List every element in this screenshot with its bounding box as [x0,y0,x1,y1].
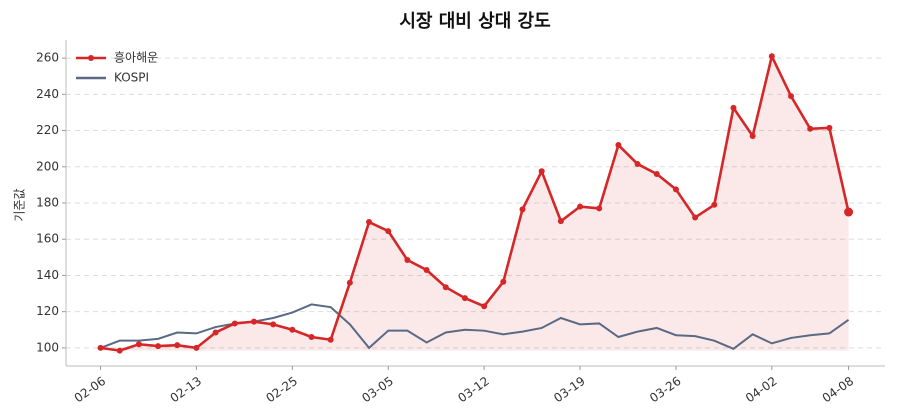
point [308,334,315,341]
point [692,214,699,221]
point [442,284,449,291]
x-tick-label: 03-12 [455,374,492,405]
point [461,295,468,302]
y-tick-label: 100 [36,340,59,354]
y-tick-label: 120 [36,304,59,318]
point [289,326,296,333]
x-tick-label: 04-08 [820,374,857,405]
legend-label: KOSPI [114,71,149,85]
y-tick-label: 220 [36,123,59,137]
y-tick-label: 160 [36,232,59,246]
point [135,341,142,348]
point [634,161,641,168]
y-tick-label: 200 [36,159,59,173]
point [385,228,392,235]
point [577,203,584,210]
x-tick-label: 02-06 [72,374,109,405]
point [768,53,775,60]
point [826,124,833,131]
point [653,171,660,178]
point [366,219,373,226]
x-tick-label: 02-13 [168,374,205,405]
point [212,329,219,336]
line [100,303,850,350]
point [807,125,814,132]
point [481,303,488,310]
point [97,344,104,351]
point [270,321,277,328]
point [174,342,181,349]
point [557,218,564,225]
point [250,318,257,325]
y-tick-label: 180 [36,196,59,210]
point [155,343,162,350]
point [615,142,622,149]
point [519,206,526,213]
point [749,132,756,139]
y-axis-label: 기준값 [13,188,27,221]
x-tick-label: 03-19 [551,374,588,405]
point [538,168,545,175]
point [730,104,737,111]
legend-marker [88,55,94,61]
chart-title: 시장 대비 상대 강도 [399,11,550,32]
area-fill [100,56,849,351]
point [596,205,603,212]
x-tick-label: 02-25 [263,374,300,405]
legend-label: 흥아해운 [114,51,158,65]
x-tick-label: 03-26 [647,374,684,405]
point [404,257,411,264]
point [500,278,507,285]
line [100,52,850,352]
point [788,93,795,100]
x-tick-label: 04-02 [743,374,780,405]
point [346,279,353,286]
point [711,201,718,208]
x-tick-label: 03-05 [359,374,396,405]
point [844,207,854,217]
point [672,186,679,193]
point [231,320,238,327]
y-tick-label: 240 [36,87,59,101]
point [116,347,123,354]
point [327,336,334,343]
y-tick-label: 260 [36,51,59,65]
y-tick-label: 140 [36,268,59,282]
point [193,344,200,351]
point [423,267,430,274]
